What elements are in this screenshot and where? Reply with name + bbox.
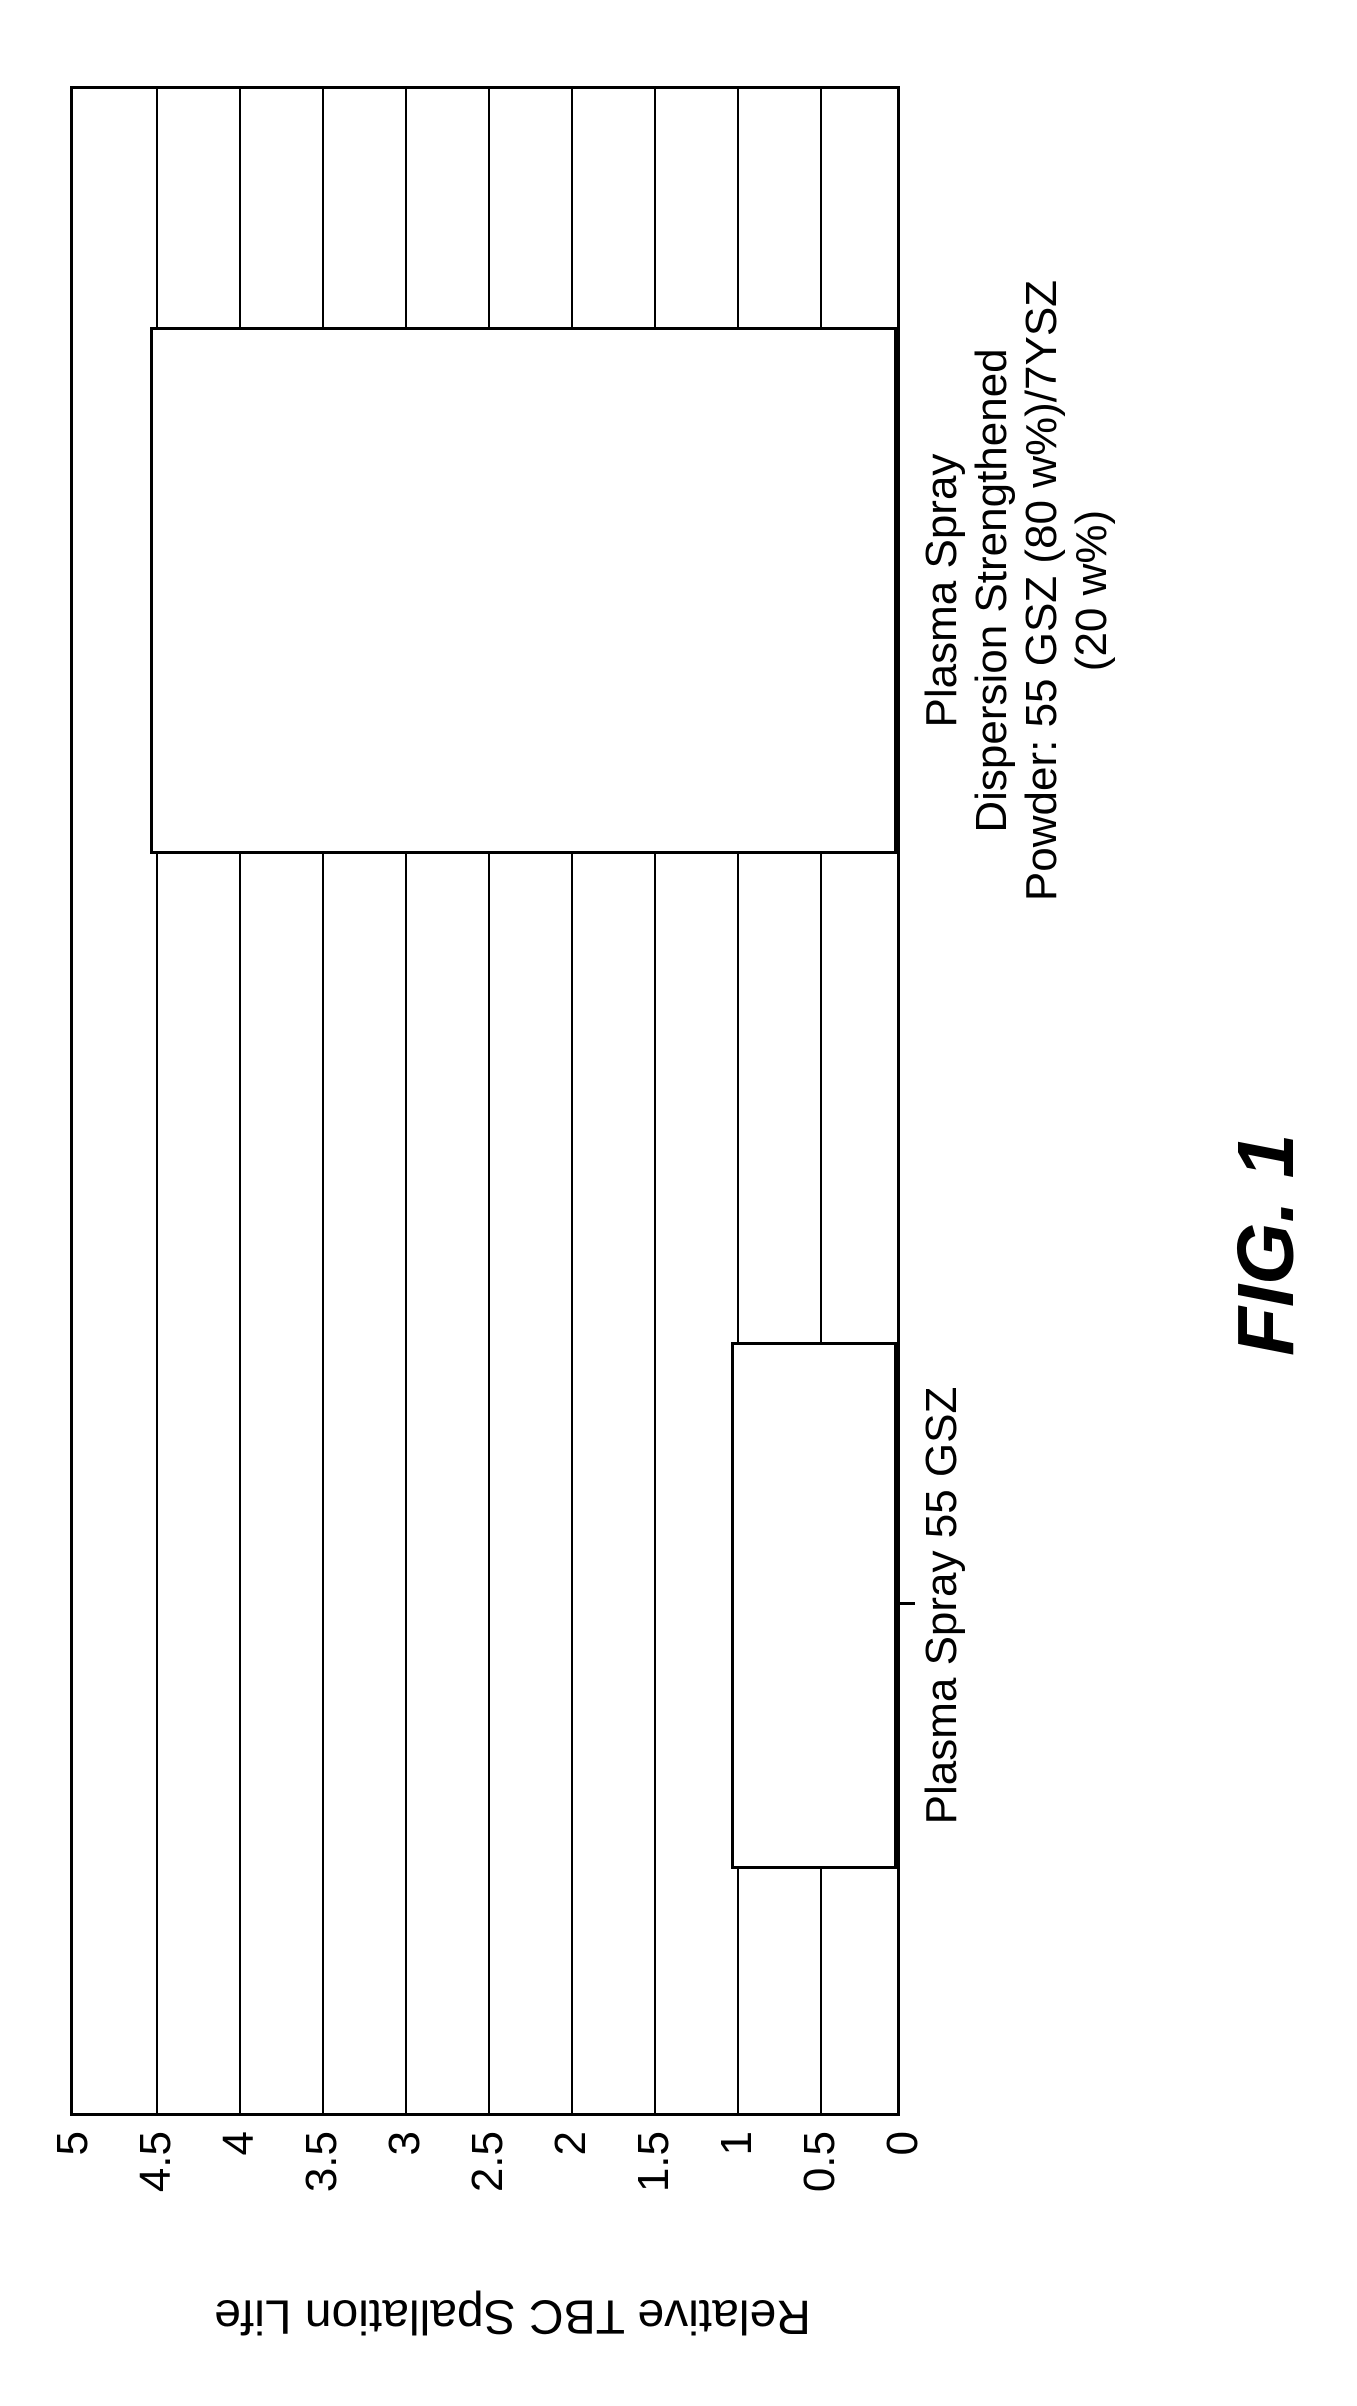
y-tick-label: 0.5 bbox=[795, 2113, 845, 2192]
y-tick-label: 1.5 bbox=[629, 2113, 679, 2192]
x-tick-label: Plasma SprayDispersion StrengthenedPowde… bbox=[917, 0, 1117, 1191]
plot-area: 00.511.522.533.544.55Plasma Spray 55 GSZ… bbox=[70, 86, 900, 2116]
y-tick-label: 3.5 bbox=[297, 2113, 347, 2192]
y-tick-label: 2.5 bbox=[463, 2113, 513, 2192]
x-tick-label-line: (20 w%) bbox=[1067, 0, 1117, 1191]
y-tick-label: 4 bbox=[214, 2113, 264, 2155]
y-tick-label: 2 bbox=[546, 2113, 596, 2155]
page: 00.511.522.533.544.55Plasma Spray 55 GSZ… bbox=[0, 0, 1357, 2406]
y-tick-label: 3 bbox=[380, 2113, 430, 2155]
bar bbox=[150, 327, 897, 855]
figure-caption: FIG. 1 bbox=[1220, 1134, 1312, 1356]
x-tick-label-line: Powder: 55 GSZ (80 w%)/7YSZ bbox=[1017, 0, 1067, 1191]
x-tick-mark bbox=[897, 1603, 915, 1606]
y-tick-label: 4.5 bbox=[131, 2113, 181, 2192]
y-axis-label: Relative TBC Spallation Life bbox=[0, 2289, 1113, 2344]
x-tick-label-line: Plasma Spray bbox=[917, 0, 967, 1191]
bar-chart: 00.511.522.533.544.55Plasma Spray 55 GSZ… bbox=[0, 0, 1357, 2406]
y-tick-label: 5 bbox=[48, 2113, 98, 2155]
rotated-container: 00.511.522.533.544.55Plasma Spray 55 GSZ… bbox=[0, 0, 1357, 2406]
x-tick-label-line: Dispersion Strengthened bbox=[967, 0, 1017, 1191]
y-tick-label: 1 bbox=[712, 2113, 762, 2155]
bar bbox=[731, 1342, 897, 1870]
